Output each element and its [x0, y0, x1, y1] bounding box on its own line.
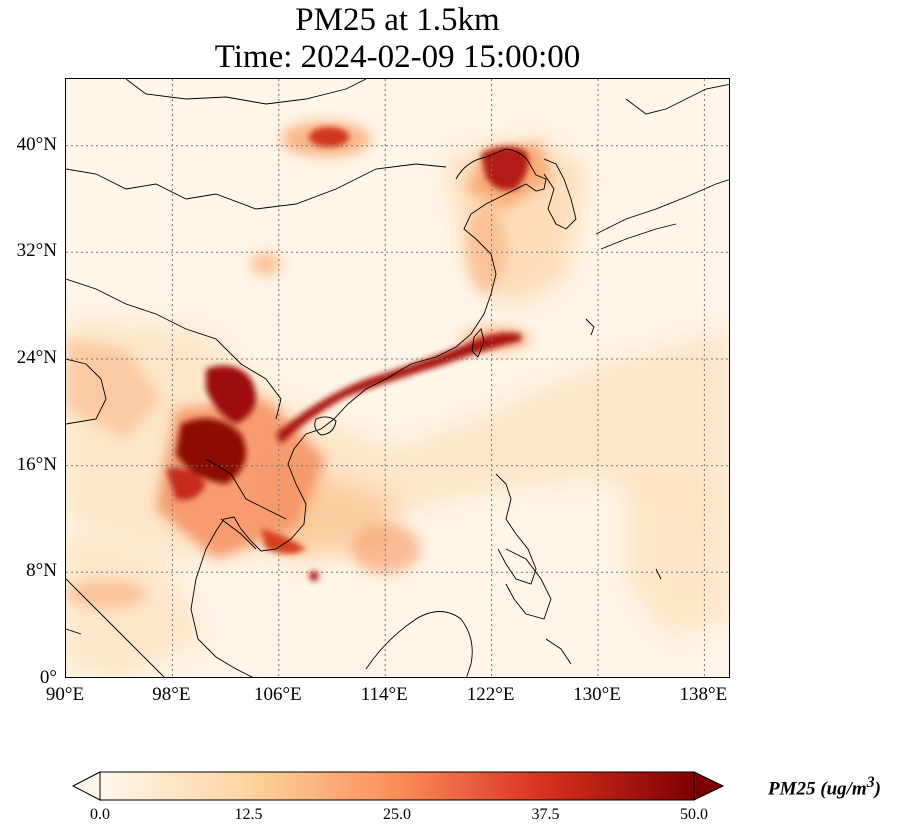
coastlines — [66, 79, 729, 677]
colorbar-tick-12-5: 12.5 — [234, 806, 263, 823]
colorbar-tick-0: 0.0 — [90, 806, 110, 823]
y-tick-40n: 40°N — [16, 133, 57, 155]
map-panel — [65, 78, 730, 678]
y-tick-32n: 32°N — [16, 240, 57, 262]
pollution-hotspots — [166, 127, 529, 581]
colorbar-tick-25: 25.0 — [383, 806, 411, 823]
gridlines — [66, 79, 729, 677]
x-tick-98e: 98°E — [152, 684, 191, 705]
title-line-1: PM25 at 1.5km — [295, 2, 500, 38]
x-tick-138e: 138°E — [679, 684, 728, 705]
colorbar-tick-50: 50.0 — [680, 806, 708, 823]
y-tick-24n: 24°N — [16, 347, 57, 368]
map-canvas — [66, 79, 729, 677]
colorbar-label-main: PM25 (ug/m — [768, 778, 867, 800]
colorbar-min-extend — [72, 771, 101, 801]
colorbar-label-superscript: 3 — [866, 774, 875, 791]
y-tick-0: 0° — [39, 667, 57, 688]
x-tick-122e: 122°E — [466, 684, 515, 705]
colorbar — [72, 771, 724, 801]
x-tick-130e: 130°E — [573, 684, 621, 705]
map-title: PM25 at 1.5km Time: 2024-02-09 15:00:00 — [0, 2, 795, 76]
y-tick-8n: 8°N — [26, 560, 57, 582]
x-tick-114e: 114°E — [360, 684, 408, 705]
x-tick-90e: 90°E — [45, 684, 85, 705]
colorbar-gradient — [99, 771, 695, 801]
colorbar-tick-37-5: 37.5 — [531, 806, 560, 823]
colorbar-label: PM25 (ug/m3) — [768, 774, 881, 800]
colorbar-max-extend — [693, 771, 724, 801]
y-tick-16n: 16°N — [16, 453, 57, 475]
colorbar-label-end: ) — [874, 778, 881, 800]
x-tick-106e: 106°E — [253, 684, 302, 705]
title-line-2: Time: 2024-02-09 15:00:00 — [214, 39, 581, 75]
